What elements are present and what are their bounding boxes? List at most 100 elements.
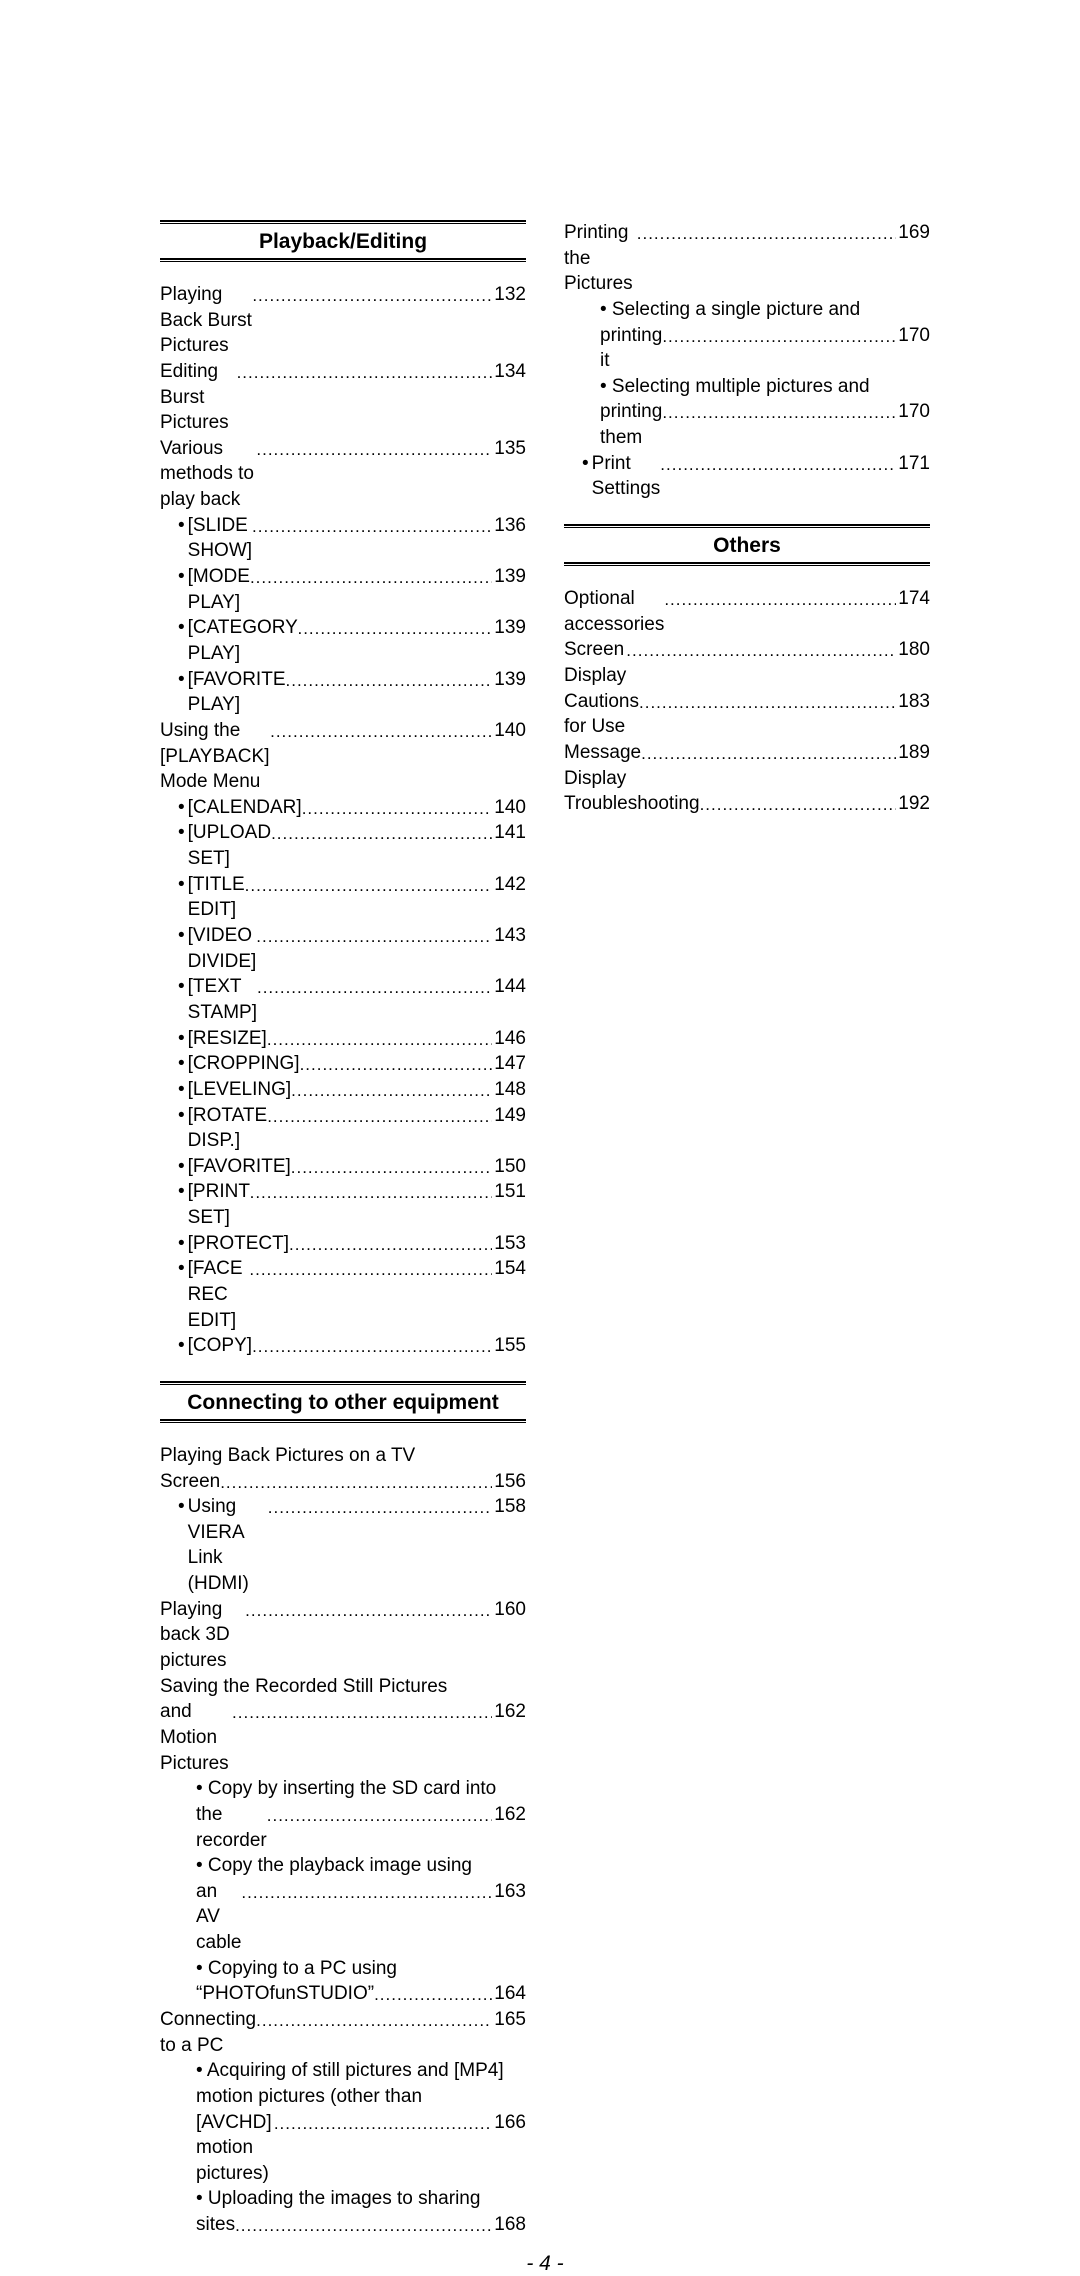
toc-columns: Playback/EditingPlaying Back Burst Pictu… bbox=[160, 220, 930, 2238]
leader-dots bbox=[297, 618, 492, 641]
entry-first-lines: • Copy the playback image using bbox=[178, 1853, 526, 1879]
entry-text: an AV cable bbox=[196, 1879, 241, 1956]
leader-dots bbox=[291, 1080, 492, 1103]
entry-text: Print Settings bbox=[592, 451, 661, 502]
entry-page: 183 bbox=[896, 689, 930, 715]
entry-last-line: an AV cable 163 bbox=[178, 1879, 526, 1956]
bullet-icon: • bbox=[178, 820, 188, 846]
bullet-icon: • bbox=[178, 872, 188, 898]
leader-dots bbox=[256, 2010, 492, 2033]
bullet-icon: • bbox=[178, 1051, 188, 1077]
entry-text: • Selecting multiple pictures and bbox=[600, 376, 870, 397]
entry-last-line: “PHOTOfunSTUDIO” 164 bbox=[178, 1981, 526, 2007]
toc-entry: •[TEXT STAMP] 144 bbox=[160, 974, 526, 1025]
leader-dots bbox=[220, 1472, 492, 1495]
entry-text: Saving the Recorded Still Pictures bbox=[160, 1676, 447, 1697]
entry-page: 132 bbox=[492, 282, 526, 308]
entry-text: [TEXT STAMP] bbox=[188, 974, 257, 1025]
entry-page: 156 bbox=[492, 1469, 526, 1495]
entry-last-line: sites 168 bbox=[178, 2212, 526, 2238]
toc-entry: Playing Back Pictures on a TVScreen 156 bbox=[160, 1443, 526, 1494]
entry-text: • Selecting a single picture and bbox=[600, 299, 860, 320]
entry-first-lines: • Uploading the images to sharing bbox=[178, 2186, 526, 2212]
entry-text: Cautions for Use bbox=[564, 689, 639, 740]
toc-entry: • Uploading the images to sharing sites 1… bbox=[160, 2186, 526, 2237]
entry-page: 150 bbox=[492, 1154, 526, 1180]
leader-dots bbox=[700, 794, 897, 817]
section-spacer bbox=[564, 502, 930, 524]
toc-entry: •[CATEGORY PLAY] 139 bbox=[160, 615, 526, 666]
entry-text: • Copy by inserting the SD card into bbox=[196, 1778, 496, 1799]
toc-entry: Playing Back Burst Pictures 132 bbox=[160, 282, 526, 359]
entry-first-lines: • Selecting a single picture and bbox=[582, 297, 930, 323]
toc-entry: •[COPY] 155 bbox=[160, 1333, 526, 1359]
entry-page: 139 bbox=[492, 667, 526, 693]
bullet-icon: • bbox=[178, 1494, 188, 1520]
bullet-icon: • bbox=[582, 451, 592, 477]
entry-text: Troubleshooting bbox=[564, 791, 700, 817]
entry-page: 153 bbox=[492, 1231, 526, 1257]
bullet-icon: • bbox=[178, 1256, 188, 1282]
entry-last-line: printing them 170 bbox=[582, 399, 930, 450]
toc-entry: Various methods to play back 135 bbox=[160, 436, 526, 513]
toc-entry: Connecting to a PC 165 bbox=[160, 2007, 526, 2058]
section-title: Others bbox=[564, 528, 930, 562]
entry-page: 166 bbox=[492, 2110, 526, 2136]
toc-entry: Using the [PLAYBACK] Mode Menu 140 bbox=[160, 718, 526, 795]
entry-page: 139 bbox=[492, 615, 526, 641]
leader-dots bbox=[639, 692, 896, 715]
section-title: Connecting to other equipment bbox=[160, 1385, 526, 1419]
toc-entry: •[PROTECT] 153 bbox=[160, 1231, 526, 1257]
entry-page: 140 bbox=[492, 718, 526, 744]
section-header-connecting: Connecting to other equipment bbox=[160, 1381, 526, 1423]
leader-dots bbox=[252, 1336, 492, 1359]
rule bbox=[160, 1419, 526, 1423]
entry-last-line: Screen 156 bbox=[160, 1469, 526, 1495]
entry-text: [PRINT SET] bbox=[188, 1179, 250, 1230]
toc-entry: •[CROPPING] 147 bbox=[160, 1051, 526, 1077]
bullet-icon: • bbox=[178, 1333, 188, 1359]
leader-dots bbox=[241, 1882, 492, 1905]
toc-entry: • Selecting multiple pictures andprintin… bbox=[564, 374, 930, 451]
entry-last-line: and Motion Pictures 162 bbox=[160, 1699, 526, 1776]
toc-entry: •[SLIDE SHOW] 136 bbox=[160, 513, 526, 564]
toc-entry: •[VIDEO DIVIDE] 143 bbox=[160, 923, 526, 974]
bullet-icon: • bbox=[178, 667, 188, 693]
entry-text: Screen Display bbox=[564, 637, 626, 688]
toc-entry: Message Display 189 bbox=[564, 740, 930, 791]
entry-text: • Uploading the images to sharing bbox=[196, 2188, 480, 2209]
entry-text: • Copy the playback image using bbox=[196, 1855, 472, 1876]
bullet-icon: • bbox=[178, 1231, 188, 1257]
toc-entry: • Selecting a single picture and printing… bbox=[564, 297, 930, 374]
bullet-icon: • bbox=[178, 1179, 188, 1205]
leader-dots bbox=[232, 1702, 492, 1725]
bullet-icon: • bbox=[178, 923, 188, 949]
toc-entry: •[FAVORITE] 150 bbox=[160, 1154, 526, 1180]
bullet-icon: • bbox=[178, 974, 188, 1000]
entry-text: [MODE PLAY] bbox=[188, 564, 250, 615]
leader-dots bbox=[270, 721, 492, 744]
entry-first-lines: • Selecting multiple pictures and bbox=[582, 374, 930, 400]
entry-text: [PROTECT] bbox=[188, 1231, 289, 1257]
entry-text: [COPY] bbox=[188, 1333, 252, 1359]
entry-text: [CALENDAR] bbox=[188, 795, 302, 821]
entry-text: printing it bbox=[600, 323, 662, 374]
leader-dots bbox=[626, 640, 896, 663]
toc-entry: •[CALENDAR] 140 bbox=[160, 795, 526, 821]
bullet-icon: • bbox=[178, 795, 188, 821]
entry-page: 174 bbox=[896, 586, 930, 612]
toc-entry: Cautions for Use 183 bbox=[564, 689, 930, 740]
entry-text: the recorder bbox=[196, 1802, 267, 1853]
toc-entry: •[FAVORITE PLAY] 139 bbox=[160, 667, 526, 718]
toc-entry: •[LEVELING] 148 bbox=[160, 1077, 526, 1103]
toc-entry: • Acquiring of still pictures and [MP4]m… bbox=[160, 2058, 526, 2186]
leader-dots bbox=[256, 926, 492, 949]
entry-page: 168 bbox=[492, 2212, 526, 2238]
toc-entry: •[RESIZE] 146 bbox=[160, 1026, 526, 1052]
entry-text: Playing back 3D pictures bbox=[160, 1597, 245, 1674]
entry-first-lines: • Copy by inserting the SD card into bbox=[178, 1776, 526, 1802]
entry-page: 171 bbox=[896, 451, 930, 477]
toc-entry: Troubleshooting 192 bbox=[564, 791, 930, 817]
entry-page: 141 bbox=[492, 820, 526, 846]
leader-dots bbox=[289, 1234, 492, 1257]
